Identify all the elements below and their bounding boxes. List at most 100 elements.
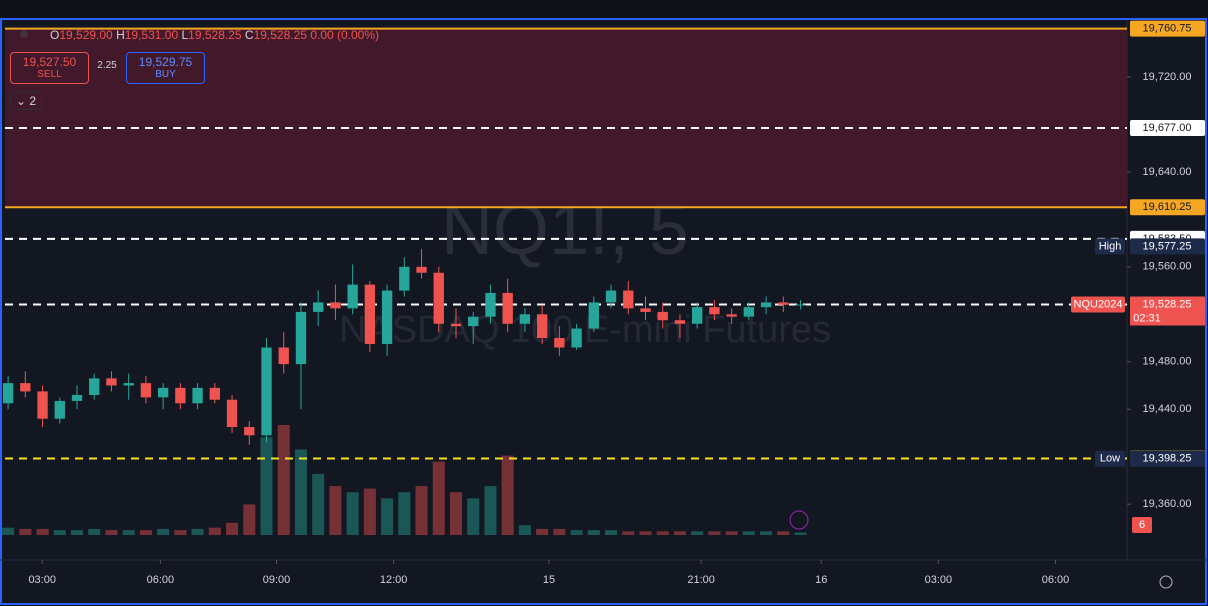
ohlc-value: 0.00 (0.00%) xyxy=(310,28,380,42)
volume-bar xyxy=(484,486,497,535)
tag-name: High xyxy=(1099,240,1122,252)
candle-body xyxy=(536,314,548,339)
y-tick-label: 19,560.00 xyxy=(1143,261,1192,273)
candle-body xyxy=(106,378,117,386)
candle-body xyxy=(157,387,169,398)
candle-body xyxy=(519,314,531,324)
volume-bar xyxy=(174,530,187,535)
candle-body xyxy=(209,387,220,400)
focus-frame xyxy=(0,18,1207,605)
volume-bar xyxy=(725,531,738,535)
tag-name-box xyxy=(1095,450,1125,467)
volume-bar xyxy=(708,531,721,535)
countdown-box xyxy=(1130,311,1205,326)
volume-bar xyxy=(2,527,15,535)
ohlc-legend: O19,529.00 H19,531.00 L19,528.25 C19,528… xyxy=(50,28,379,42)
y-tick-label: 19,360.00 xyxy=(1143,498,1192,510)
level-label: 19,760.75 xyxy=(1143,23,1192,35)
candle-body xyxy=(295,311,307,365)
x-tick-label: 03:00 xyxy=(28,574,56,586)
candle-body xyxy=(71,394,83,401)
chevron: ⌄ xyxy=(15,94,30,108)
candle-body xyxy=(450,323,462,327)
candle-body xyxy=(140,383,152,398)
tag-name: NQU2024 xyxy=(1074,298,1123,310)
candle-body xyxy=(605,290,617,303)
volume-bar xyxy=(760,531,773,535)
x-tick-label: 21:00 xyxy=(687,574,715,586)
candle-body xyxy=(623,290,634,309)
volume-bar xyxy=(139,530,152,535)
tag-marker xyxy=(1130,238,1205,255)
candle-body xyxy=(192,387,203,404)
candle-body xyxy=(760,302,772,308)
alert-icon[interactable] xyxy=(789,510,809,530)
level-tag xyxy=(1130,199,1205,216)
candle-body xyxy=(261,347,272,436)
volume-badge-box xyxy=(1132,517,1152,533)
candle-body xyxy=(468,316,479,327)
indicators-count: 2 xyxy=(29,94,37,108)
volume-bar xyxy=(70,530,84,535)
volume-bar xyxy=(656,531,669,535)
candle-body xyxy=(692,307,703,324)
candle-body xyxy=(54,400,65,419)
settings-icon[interactable] xyxy=(1159,575,1173,589)
sell-price: 19,527.50 xyxy=(22,55,77,69)
indicator-toggle[interactable]: ⌄ 2 xyxy=(10,92,42,110)
volume-bar xyxy=(122,530,135,535)
x-tick-label: 12:00 xyxy=(380,574,408,586)
volume-bar xyxy=(277,425,290,535)
tag-name: Low xyxy=(1100,453,1120,465)
volume-bar xyxy=(622,531,635,535)
spread: 2.25 xyxy=(97,60,117,71)
ohlc-label: C xyxy=(244,28,254,42)
candle-body xyxy=(381,290,393,344)
volume-bar xyxy=(570,530,583,535)
volume-bar xyxy=(243,504,256,535)
volume-bar xyxy=(398,492,411,535)
volume-bar xyxy=(777,531,790,535)
tag-marker xyxy=(1130,450,1205,467)
buy-button[interactable]: 19,529.75 BUY xyxy=(126,52,205,84)
ohlc-value: 19,528.25 xyxy=(188,28,242,42)
candle-body xyxy=(709,307,720,315)
volume-bar xyxy=(449,492,463,535)
level-label: 19,677.00 xyxy=(1143,122,1192,134)
volume-bar xyxy=(415,486,428,535)
sell-button[interactable]: 19,527.50 SELL xyxy=(10,52,89,84)
x-tick-label: 06:00 xyxy=(147,574,175,586)
volume-bar xyxy=(226,522,239,535)
candle-body xyxy=(37,391,48,419)
volume-bar xyxy=(518,525,531,535)
volume-bar xyxy=(794,532,807,535)
candle-body xyxy=(640,308,651,312)
tag-name-box xyxy=(1095,238,1125,255)
volume-bar xyxy=(691,531,704,535)
volume-bar xyxy=(673,531,686,535)
candle-body xyxy=(244,427,255,436)
candle-body xyxy=(2,383,14,404)
tag-name-box xyxy=(1071,296,1125,313)
watermark-sub: NASDAQ 100 E-mini Futures xyxy=(339,309,831,351)
candle-body xyxy=(554,338,565,348)
volume-bar xyxy=(432,461,445,535)
candle-body xyxy=(364,284,376,344)
volume-bar xyxy=(605,530,618,535)
volume-bar xyxy=(467,498,480,535)
volume-bar xyxy=(329,486,342,535)
volume-bar xyxy=(208,527,221,535)
volume-bar xyxy=(381,498,394,535)
ohlc-value: 19,529.00 xyxy=(59,28,113,42)
volume-bar xyxy=(587,530,600,535)
candle-body xyxy=(20,383,31,392)
candle-body xyxy=(399,266,410,291)
ohlc-label: O xyxy=(50,28,60,42)
volume-badge: 6 xyxy=(1139,519,1145,531)
level-tag xyxy=(1130,20,1205,37)
y-tick-label: 19,440.00 xyxy=(1143,403,1192,415)
tag-marker xyxy=(1130,296,1205,313)
countdown: 02:31 xyxy=(1133,312,1161,324)
candle-body xyxy=(175,387,186,404)
